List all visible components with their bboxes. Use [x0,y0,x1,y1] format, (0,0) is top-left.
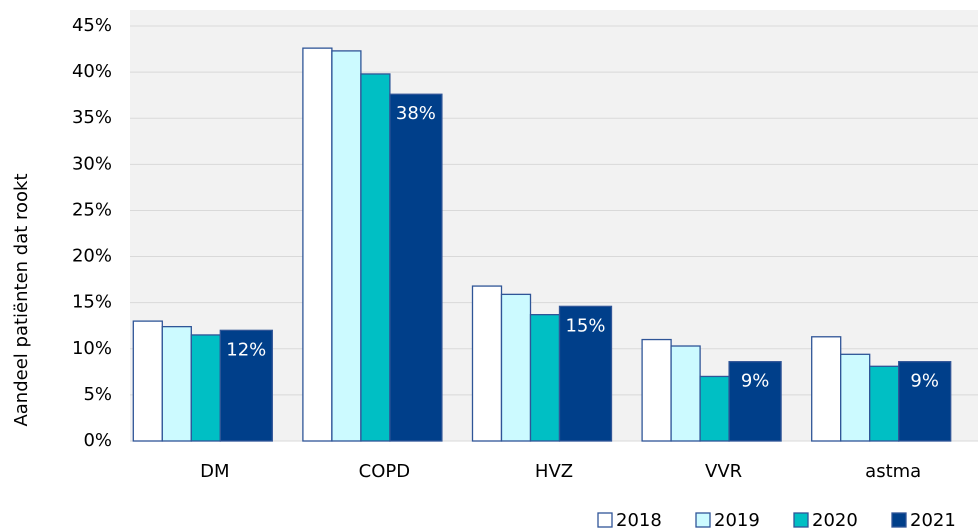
bar [840,353,871,442]
y-tick-label: 35% [72,107,112,128]
bar [869,365,900,442]
bar [389,93,443,442]
legend-swatch [891,512,907,528]
bar [728,361,782,442]
bar [529,314,561,442]
bar [670,345,701,442]
value-label: 9% [741,371,770,392]
bar [558,305,613,442]
y-axis-label: Aandeel patiënten dat rookt [11,173,32,426]
x-tick-label: astma [865,461,921,482]
y-tick-label: 15% [72,292,112,313]
legend-swatch [597,512,613,528]
x-tick-label: HVZ [535,461,573,482]
bar [641,338,672,442]
legend-label: 2021 [910,510,956,531]
legend-label: 2020 [812,510,858,531]
bar [161,325,192,442]
x-tick-label: COPD [359,461,410,482]
y-tick-label: 0% [83,430,112,451]
bar [500,293,532,442]
bar [811,336,842,442]
y-tick-label: 45% [72,15,112,36]
legend-swatch [793,512,809,528]
legend-label: 2018 [616,510,662,531]
bar [219,329,273,442]
bar [331,50,362,442]
bar [302,47,333,442]
value-label: 15% [565,315,605,336]
legend-label: 2019 [714,510,760,531]
bar [132,320,163,442]
y-tick-label: 5% [83,384,112,405]
bar [898,361,952,442]
x-tick-label: DM [200,461,229,482]
value-label: 9% [910,371,939,392]
y-tick-label: 20% [72,246,112,267]
bar [360,73,391,442]
y-tick-label: 10% [72,338,112,359]
x-tick-label: VVR [705,461,742,482]
y-tick-label: 40% [72,61,112,82]
bar [190,334,221,442]
value-label: 12% [226,339,266,360]
bar [699,375,730,442]
y-tick-label: 30% [72,153,112,174]
value-label: 38% [396,103,436,124]
legend-swatch [695,512,711,528]
bar [471,285,503,442]
y-tick-label: 25% [72,199,112,220]
